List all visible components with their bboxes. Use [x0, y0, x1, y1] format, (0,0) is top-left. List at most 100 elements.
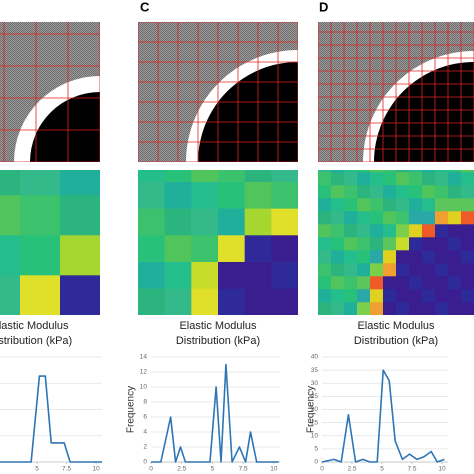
y-axis-title: Frequency	[306, 386, 317, 433]
y-tick-label: 6	[143, 414, 147, 421]
heatmap-cell	[331, 172, 345, 186]
heatmap-cell	[138, 170, 165, 182]
heatmap-cell	[357, 302, 371, 315]
heatmap-cell	[218, 288, 245, 315]
heatmap-cell	[383, 263, 397, 277]
heatmap-cell	[396, 250, 410, 264]
heatmap-cell	[318, 289, 332, 303]
heatmap-cell	[191, 288, 219, 315]
y-tick-label: 30	[311, 380, 319, 387]
heatmap-cell	[461, 198, 474, 212]
heatmap-cell	[331, 211, 345, 225]
y-tick-label: 8	[143, 399, 147, 406]
heatmap-cell	[138, 261, 165, 289]
heatmap-cell	[435, 170, 449, 173]
heatmap-cell	[448, 263, 462, 277]
heatmap-cell	[422, 170, 436, 173]
heatmap-cell	[370, 302, 384, 315]
heatmap-cell	[60, 235, 100, 276]
x-tick-label: 7.5	[62, 466, 71, 473]
panel-label: C	[140, 0, 150, 14]
heatmap-cell	[331, 250, 345, 264]
heatmap-cell	[383, 198, 397, 212]
heatmap-cell	[271, 208, 298, 236]
heatmap-cell	[396, 198, 410, 212]
heatmap-cell	[164, 288, 192, 315]
heatmap-cell	[357, 185, 371, 199]
heatmap-cell	[244, 208, 272, 236]
heatmap-cell	[422, 172, 436, 186]
heatmap-cell	[396, 211, 410, 225]
heatmap-cell	[448, 172, 462, 186]
heatmap-cell	[448, 185, 462, 199]
heatmap-cell	[318, 185, 332, 199]
y-tick-label: 10	[140, 384, 148, 391]
heatmap-cell	[318, 170, 332, 173]
heatmap-cell	[448, 289, 462, 303]
heatmap-cell	[422, 289, 436, 303]
heatmap-cell	[383, 302, 397, 315]
heatmap-cell	[409, 263, 423, 277]
heatmap-cell	[370, 263, 384, 277]
heatmap-cell	[383, 224, 397, 238]
heatmap-cell	[435, 302, 449, 315]
heatmap-cell	[422, 263, 436, 277]
heatmap-cell	[357, 198, 371, 212]
heatmap-cell	[271, 235, 298, 262]
heatmap-cell	[409, 276, 423, 290]
heatmap-cell	[331, 170, 345, 173]
heatmap-cell	[244, 261, 272, 289]
heatmap-cell	[409, 289, 423, 303]
heatmap-cell	[20, 275, 61, 315]
heatmap-cell	[435, 224, 449, 238]
heatmap-cell	[383, 185, 397, 199]
y-tick-label: 0	[143, 459, 147, 466]
heatmap-cell	[435, 237, 449, 251]
x-tick-label: 2.5	[177, 466, 186, 473]
heatmap-cell	[318, 250, 332, 264]
heatmap-cell	[60, 195, 100, 236]
heatmap-cell	[422, 198, 436, 212]
series-line	[0, 375, 102, 463]
y-tick-label: 0	[314, 459, 318, 466]
caption: Distribution (kPa)	[0, 335, 72, 347]
heatmap-cell	[435, 211, 449, 225]
heatmap-cell	[344, 170, 358, 173]
heatmap-cell	[422, 211, 436, 225]
heatmap-cell	[0, 170, 21, 196]
heatmap-cell	[318, 263, 332, 277]
heatmap-cell	[344, 237, 358, 251]
heatmap-cell	[0, 235, 21, 276]
heatmap-cell	[218, 235, 245, 262]
heatmap-cell	[409, 172, 423, 186]
heatmap-cell	[396, 224, 410, 238]
heatmap-cell	[448, 211, 462, 225]
heatmap-cell	[461, 185, 474, 199]
microstructure-image	[0, 22, 100, 162]
heatmap-cell	[448, 276, 462, 290]
heatmap-cell	[271, 181, 298, 209]
heatmap-cell	[409, 170, 423, 173]
heatmap-cell	[383, 276, 397, 290]
heatmap-cell	[357, 224, 371, 238]
heatmap-cell	[344, 211, 358, 225]
heatmap-cell	[244, 235, 272, 262]
heatmap-cell	[318, 211, 332, 225]
heatmap-cell	[138, 235, 165, 262]
heatmap-cell	[318, 198, 332, 212]
heatmap-cell	[448, 302, 462, 315]
y-tick-label: 20	[311, 406, 319, 413]
heatmap-cell	[344, 198, 358, 212]
heatmap-cell	[435, 172, 449, 186]
heatmap-cell	[164, 235, 192, 262]
heatmap-cell	[383, 211, 397, 225]
heatmap-cell	[383, 237, 397, 251]
heatmap-cell	[396, 185, 410, 199]
microstructure-image	[318, 22, 474, 162]
heatmap-cell	[448, 198, 462, 212]
heatmap-cell	[435, 185, 449, 199]
x-tick-label: 7.5	[239, 466, 248, 473]
heatmap-cell	[318, 172, 332, 186]
heatmap-cell	[435, 198, 449, 212]
heatmap-cell	[331, 263, 345, 277]
